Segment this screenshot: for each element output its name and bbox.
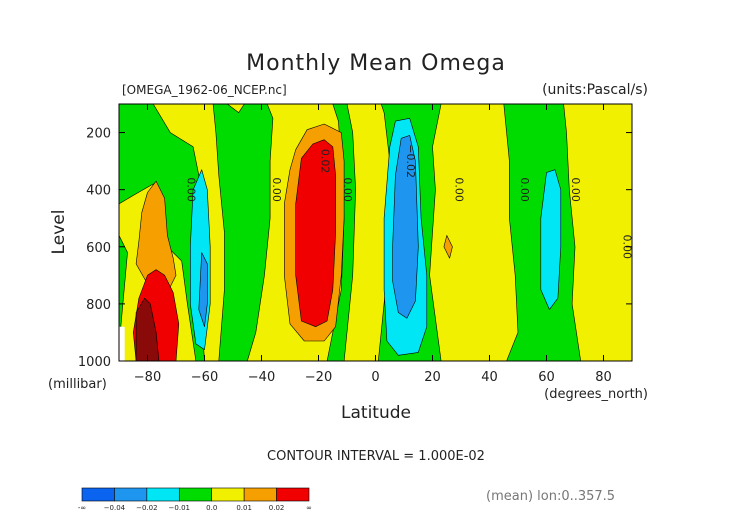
contour-region-blue-east bbox=[392, 135, 419, 319]
colorbar-label: ∞ bbox=[306, 504, 312, 512]
contour-label: 0.00 bbox=[341, 177, 354, 202]
file-label: [OMEGA_1962-06_NCEP.nc] bbox=[122, 83, 287, 97]
colorbar-swatch bbox=[81, 487, 115, 502]
chart-title: Monthly Mean Omega bbox=[246, 51, 506, 76]
contour-label: 0.00 bbox=[184, 177, 197, 202]
contour-label: 0.00 bbox=[569, 177, 582, 202]
contour-region-yellow-far-east-band bbox=[563, 104, 632, 361]
x-tick-label: 60 bbox=[538, 370, 555, 385]
y-axis-label: Level bbox=[49, 210, 69, 255]
x-axis: −80 −60 −40 −20 0 20 40 60 80 bbox=[134, 104, 612, 385]
colorbar-swatch bbox=[276, 487, 310, 502]
x-axis-label: Latitude bbox=[341, 403, 411, 423]
missing-data-patch bbox=[119, 326, 125, 361]
contour-label: 0.00 bbox=[270, 177, 283, 202]
contour-label: 0.02 bbox=[318, 149, 331, 174]
y-axis-unit: (millibar) bbox=[48, 377, 107, 392]
colorbar-label: −0.01 bbox=[169, 504, 190, 512]
x-tick-label: −80 bbox=[134, 370, 161, 385]
contour-label: 0.00 bbox=[452, 177, 465, 202]
contour-interval: CONTOUR INTERVAL = 1.000E-02 bbox=[267, 449, 485, 464]
y-tick-label: 200 bbox=[86, 127, 111, 142]
contour-labels: 0.00 0.000.020.00−0.020.00 0.00 0.000.00 bbox=[184, 144, 633, 259]
x-tick-label: 0 bbox=[371, 370, 379, 385]
colorbar-label: −0.04 bbox=[104, 504, 126, 512]
colorbar-label: -∞ bbox=[78, 504, 86, 512]
contour-region-yellow-east-band bbox=[429, 104, 519, 361]
x-tick-label: −20 bbox=[305, 370, 332, 385]
y-tick-label: 400 bbox=[86, 184, 111, 199]
contour-fills bbox=[119, 104, 632, 361]
colorbar: -∞ −0.04 −0.02 −0.01 0.0 0.01 0.02 ∞ bbox=[78, 487, 312, 512]
contour-region-red-central bbox=[295, 139, 336, 328]
contour-region-blue-west-sliver bbox=[198, 252, 208, 328]
contour-region-cyan-far-east bbox=[540, 169, 562, 310]
footnote: (mean) lon:0..357.5 bbox=[486, 489, 615, 504]
contour-region-orange-small bbox=[443, 235, 453, 259]
x-axis-unit: (degrees_north) bbox=[544, 387, 648, 402]
colorbar-swatch bbox=[146, 487, 180, 502]
contour-region-dark-red-west bbox=[135, 297, 160, 361]
contour-region-yellow-mid-band bbox=[343, 104, 391, 361]
colorbar-label: −0.02 bbox=[136, 504, 157, 512]
colorbar-swatch bbox=[243, 487, 277, 502]
contour-label: −0.02 bbox=[404, 144, 417, 178]
colorbar-label: 0.0 bbox=[206, 504, 217, 512]
x-tick-label: −40 bbox=[248, 370, 275, 385]
units-label: (units:Pascal/s) bbox=[542, 82, 648, 98]
x-tick-label: 40 bbox=[481, 370, 498, 385]
contour-region-orange-west bbox=[135, 180, 177, 293]
colorbar-label: 0.01 bbox=[236, 504, 252, 512]
y-tick-label: 800 bbox=[86, 298, 111, 313]
colorbar-label: 0.02 bbox=[269, 504, 285, 512]
x-tick-label: 20 bbox=[424, 370, 441, 385]
x-tick-label: 80 bbox=[595, 370, 612, 385]
x-tick-label: −60 bbox=[191, 370, 218, 385]
colorbar-swatch bbox=[178, 487, 213, 502]
y-axis: 200 400 600 800 1000 bbox=[78, 127, 632, 370]
y-tick-label: 600 bbox=[86, 241, 111, 256]
colorbar-swatch bbox=[211, 487, 245, 502]
y-tick-label: 1000 bbox=[78, 355, 111, 370]
colorbar-swatch bbox=[114, 487, 148, 502]
contour-label: 0.00 bbox=[518, 177, 531, 202]
